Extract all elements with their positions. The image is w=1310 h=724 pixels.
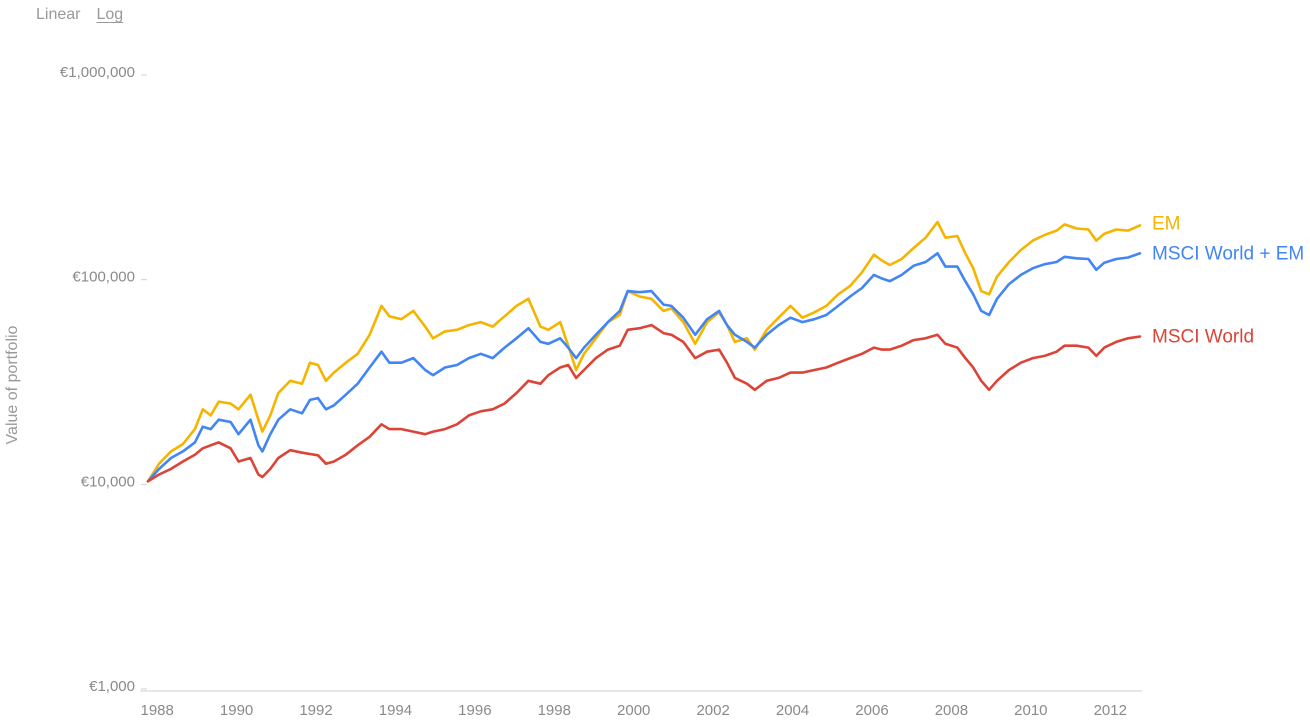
series-line: [146, 323, 1142, 483]
x-tick-label: 2012: [1094, 702, 1127, 719]
x-tick-label: 1994: [379, 702, 412, 719]
x-tick-label: 2002: [696, 702, 729, 719]
series-label: EM: [1152, 213, 1181, 234]
y-tick-label: €1,000,000: [60, 64, 135, 81]
x-tick-label: 1988: [140, 702, 173, 719]
y-tick-label: €100,000: [72, 269, 135, 286]
y-axis-ticks: €1,000 €10,000 €100,000 €1,000,000: [60, 64, 147, 695]
log-scale-option[interactable]: Log: [96, 6, 124, 23]
y-axis-title: Value of portfolio: [4, 325, 21, 444]
series-line: [146, 252, 1142, 483]
x-tick-label: 2008: [935, 702, 968, 719]
x-tick-label: 1990: [220, 702, 253, 719]
x-tick-label: 2010: [1014, 702, 1047, 719]
series-label: MSCI World + EM: [1152, 243, 1304, 264]
x-tick-label: 1998: [538, 702, 571, 719]
series-line: [146, 220, 1142, 483]
series-label: MSCI World: [1152, 327, 1254, 348]
series-lines: [146, 220, 1142, 483]
y-tick-label: €10,000: [81, 473, 135, 490]
x-tick-label: 2006: [855, 702, 888, 719]
x-tick-label: 2000: [617, 702, 650, 719]
series-labels: EM MSCI World + EM MSCI World: [1152, 213, 1304, 347]
y-tick-label: €1,000: [89, 678, 135, 695]
x-axis-ticks: 1988 1990 1992 1994 1996 1998 2000 2002 2004 2006…: [140, 702, 1126, 719]
x-tick-label: 1996: [458, 702, 491, 719]
linear-scale-option[interactable]: Linear: [36, 6, 81, 23]
x-tick-label: 1992: [299, 702, 332, 719]
scale-toggle: Linear Log: [36, 6, 123, 24]
x-tick-label: 2004: [776, 702, 809, 719]
